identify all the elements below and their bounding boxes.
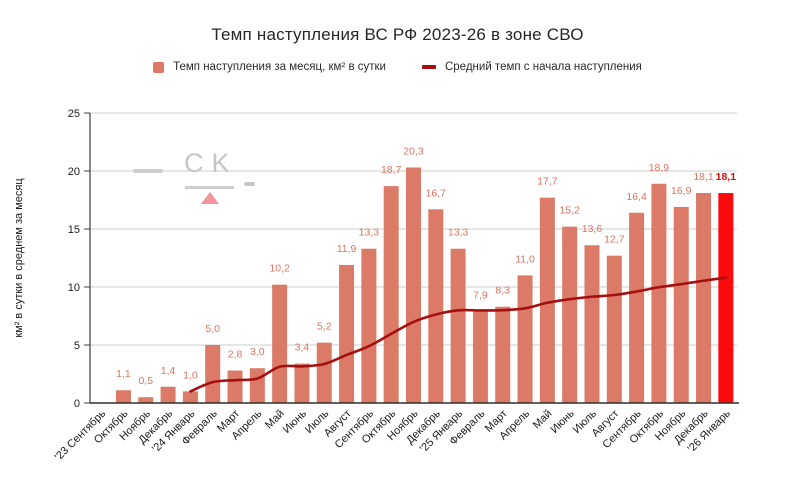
bar-value-label: 13,6 xyxy=(582,223,603,235)
average-line xyxy=(189,276,728,393)
bar-value-label: 1,1 xyxy=(116,368,131,380)
bar xyxy=(361,248,377,403)
bar xyxy=(138,397,154,403)
watermark-logo: CK xyxy=(130,148,265,210)
bar xyxy=(406,167,421,403)
bar xyxy=(450,248,466,403)
bar-value-label: 3,0 xyxy=(250,346,265,358)
bar xyxy=(495,306,511,403)
y-tick-label: 20 xyxy=(68,166,80,178)
bar-value-label: 10,2 xyxy=(269,263,290,275)
bar xyxy=(472,311,488,403)
bar-value-label: 18,1 xyxy=(716,171,737,183)
legend-line-swatch xyxy=(421,65,436,69)
bar-value-label: 5,0 xyxy=(205,323,220,335)
bar-value-label: 16,7 xyxy=(426,187,447,199)
bar xyxy=(205,345,221,403)
bar-value-label: 12,7 xyxy=(604,234,625,246)
bar xyxy=(339,264,355,403)
legend-line-label: Средний темп с начала наступления xyxy=(444,61,642,73)
bar xyxy=(517,275,533,403)
bar-value-label: 13,3 xyxy=(448,227,469,239)
bar xyxy=(294,363,310,403)
y-tick-label: 25 xyxy=(68,108,80,120)
legend: Темп наступления за месяц, км² в сутки С… xyxy=(0,61,795,73)
bar-value-label: 0,5 xyxy=(138,375,153,387)
y-tick-label: 15 xyxy=(68,224,80,236)
watermark-triangle-icon xyxy=(201,192,219,204)
legend-bar-swatch xyxy=(153,61,165,73)
x-tick-label: Июнь xyxy=(549,407,577,435)
bar-value-label: 8,3 xyxy=(495,285,510,297)
legend-bar-label: Темп наступления за месяц, км² в сутки xyxy=(173,61,386,73)
legend-item-line: Средний темп с начала наступления xyxy=(421,61,642,73)
bar xyxy=(182,391,198,403)
bar-value-label: 20,3 xyxy=(403,146,424,158)
watermark-dash-icon xyxy=(133,169,163,173)
page-title: Темп наступления ВС РФ 2023-26 в зоне СВ… xyxy=(211,25,584,44)
bar-value-label: 15,2 xyxy=(559,205,580,217)
legend-item-bars: Темп наступления за месяц, км² в сутки xyxy=(153,61,386,73)
watermark-underline xyxy=(185,186,234,189)
bar xyxy=(673,206,689,403)
bar xyxy=(428,209,444,403)
bar-value-label: 17,7 xyxy=(537,176,558,188)
bar-highlight xyxy=(718,193,734,403)
bar xyxy=(249,368,265,403)
bar-value-label: 2,8 xyxy=(228,349,243,361)
bar-value-label: 11,0 xyxy=(515,253,535,265)
bar xyxy=(651,183,667,403)
bar-value-label: 3,4 xyxy=(295,342,310,354)
x-tick-label: Июнь xyxy=(281,407,309,435)
bar xyxy=(629,212,645,403)
bar-value-label: 5,2 xyxy=(317,321,332,333)
bar-value-label: 18,7 xyxy=(381,164,402,176)
bar-value-label: 11,9 xyxy=(337,243,357,255)
bar xyxy=(539,197,555,403)
watermark-letters: CK xyxy=(184,148,238,178)
bar xyxy=(562,226,578,403)
bar-value-label: 18,1 xyxy=(693,171,714,183)
bar-value-label: 13,3 xyxy=(359,227,380,239)
bar xyxy=(227,370,243,403)
bar xyxy=(316,342,332,403)
bar xyxy=(584,245,600,403)
bar xyxy=(272,284,288,403)
bar-value-label: 1,4 xyxy=(161,365,176,377)
bar-value-label: 7,9 xyxy=(473,289,488,301)
bar-value-label: 18,9 xyxy=(649,162,670,174)
bar xyxy=(606,255,622,403)
bar-value-label: 16,4 xyxy=(626,191,647,203)
y-tick-label: 0 xyxy=(74,398,80,410)
bar xyxy=(696,193,712,403)
bar xyxy=(383,186,399,403)
y-tick-label: 10 xyxy=(68,282,80,294)
y-tick-label: 5 xyxy=(74,340,80,352)
bar-value-label: 16,9 xyxy=(671,185,692,197)
bar xyxy=(160,386,176,403)
bar-value-label: 1,0 xyxy=(183,369,198,381)
watermark-small-dash-icon xyxy=(244,182,255,186)
bar xyxy=(115,390,131,403)
